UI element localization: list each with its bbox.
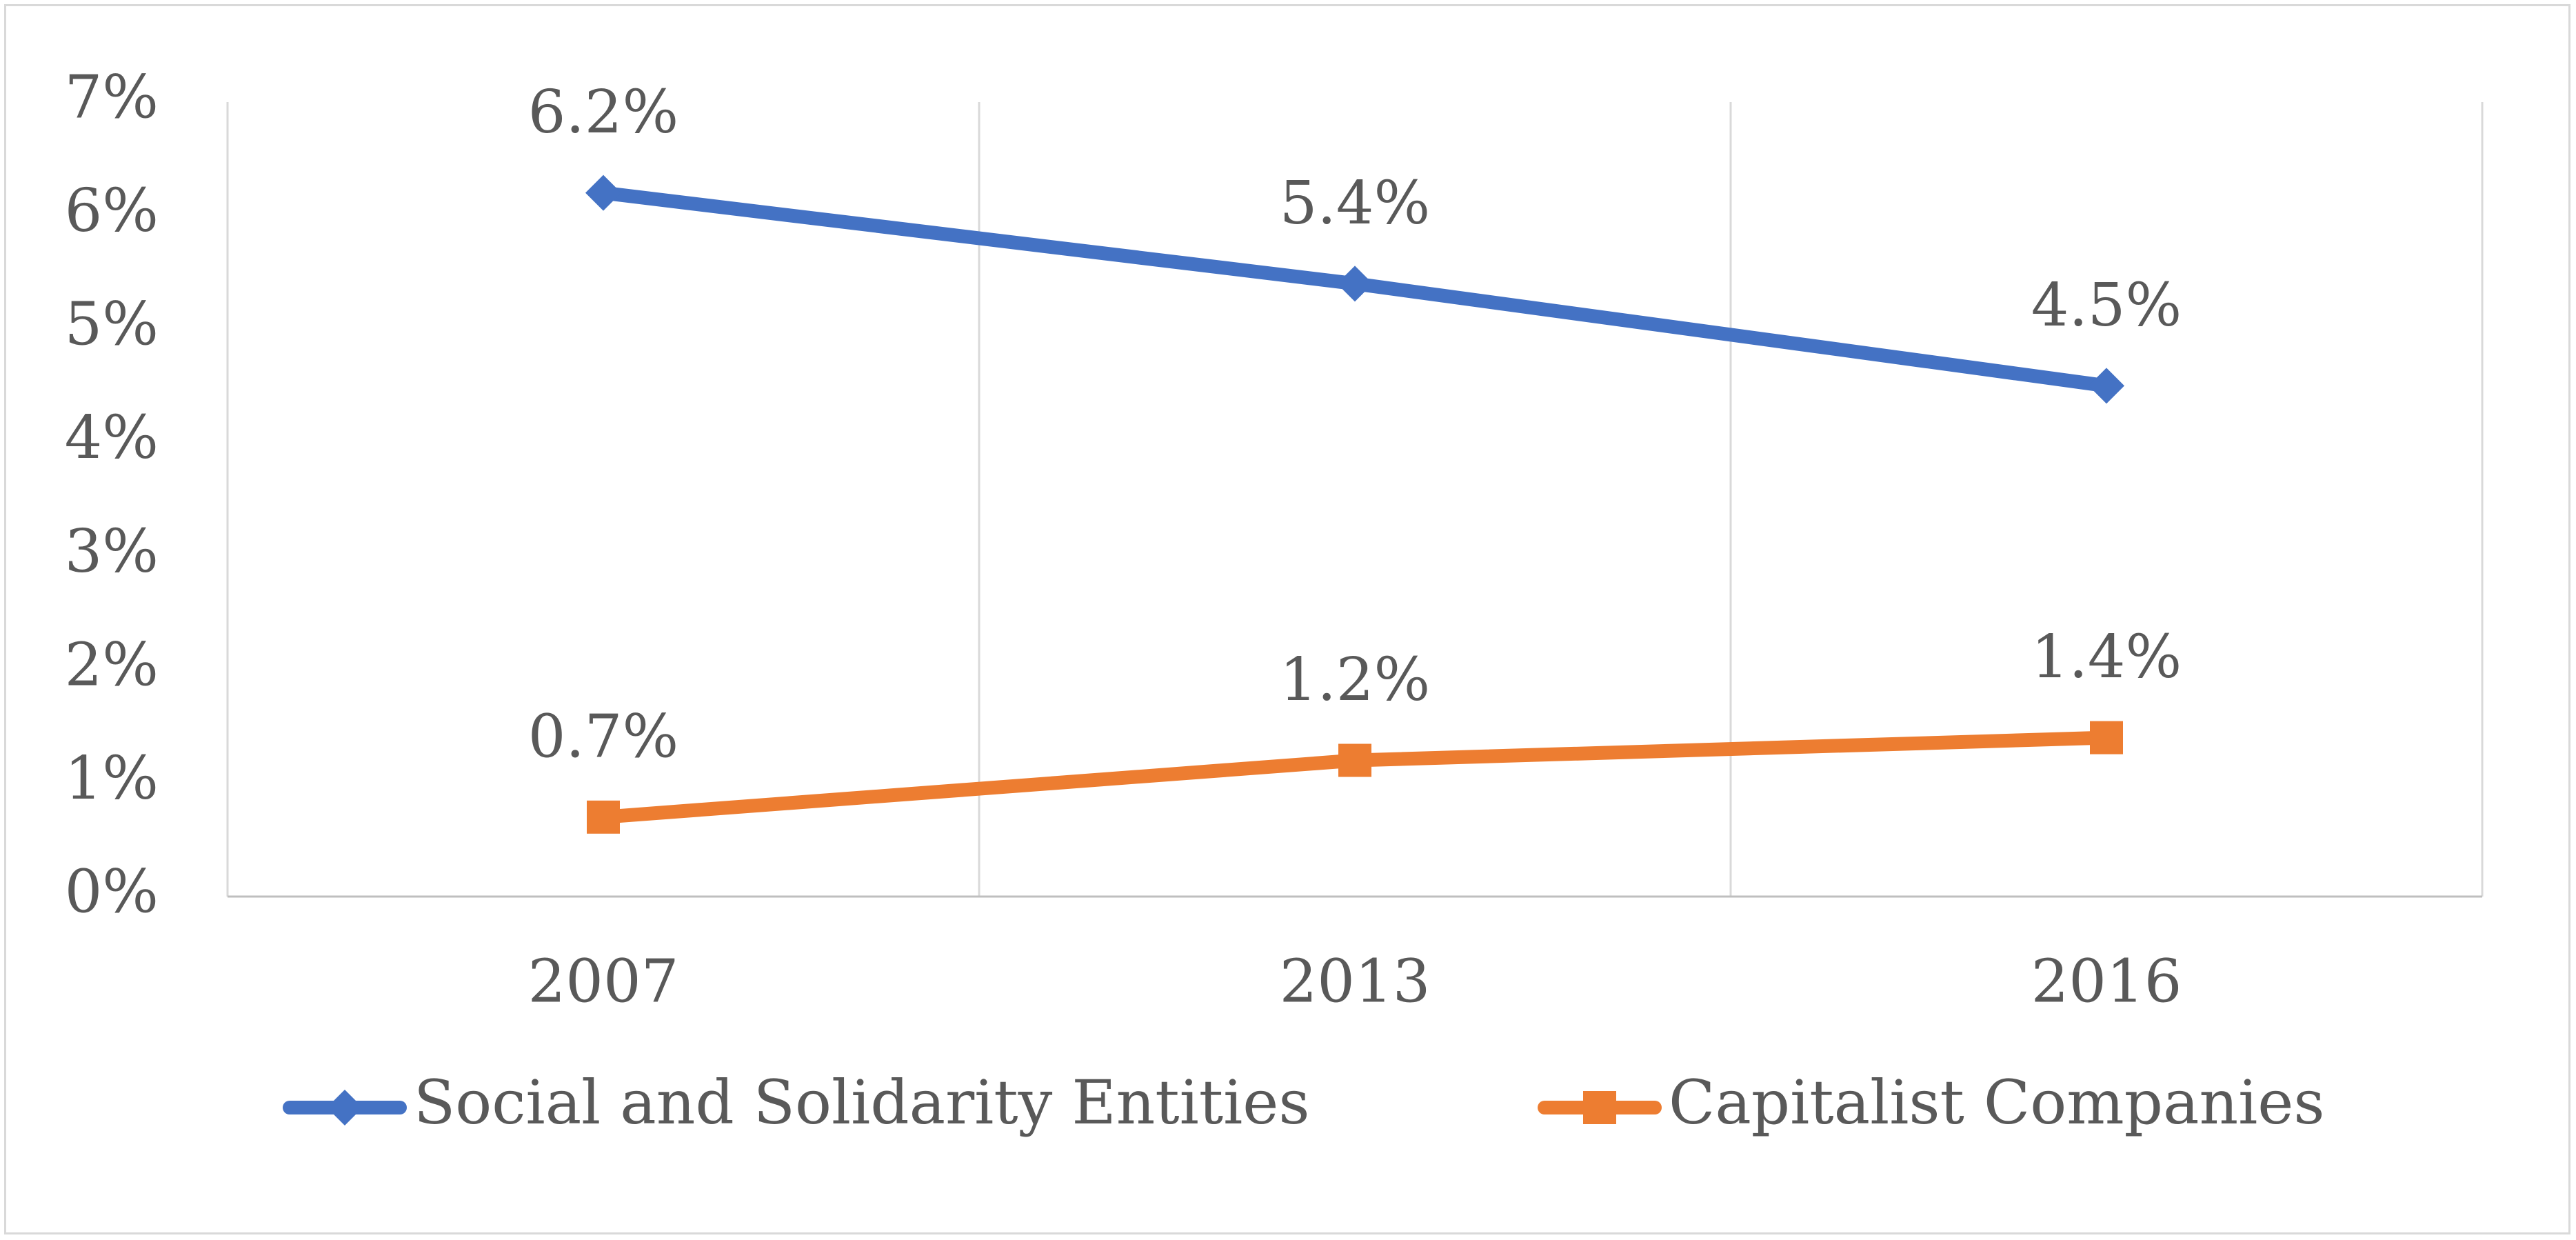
chart-frame <box>4 4 2570 1234</box>
legend: Social and Solidarity Entities Capitalist… <box>283 1067 2325 1138</box>
legend-marker <box>1583 1091 1616 1124</box>
x-tick-label: 2007 <box>528 948 679 1017</box>
data-point-marker <box>1338 743 1371 777</box>
data-point-marker <box>1337 266 1373 302</box>
y-tick-label: 1% <box>65 744 159 813</box>
label-layer: 6.2% 5.4% 4.5% 0.7% 1.2% 1.4% <box>528 78 2182 771</box>
data-label: 6.2% <box>528 78 679 147</box>
x-tick-label: 2016 <box>2031 948 2182 1017</box>
y-tick-label: 7% <box>65 63 159 132</box>
series-layer <box>585 174 2124 834</box>
legend-label: Social and Solidarity Entities <box>414 1067 1310 1138</box>
axis-layer: 0% 1% 2% 3% 4% 5% 6% 7% 2007 2013 2016 <box>65 63 2482 1017</box>
legend-item: Capitalist Companies <box>1538 1067 2325 1138</box>
legend-item: Social and Solidarity Entities <box>283 1067 1310 1138</box>
y-tick-label: 2% <box>65 630 159 699</box>
legend-label: Capitalist Companies <box>1669 1067 2325 1138</box>
data-label: 4.5% <box>2031 271 2182 340</box>
data-point-marker <box>587 800 620 834</box>
data-label: 5.4% <box>1280 169 1431 238</box>
data-label: 1.4% <box>2031 623 2182 692</box>
y-tick-label: 6% <box>65 177 159 246</box>
y-tick-label: 5% <box>65 290 159 359</box>
data-label: 1.2% <box>1280 646 1431 714</box>
data-point-marker <box>2089 368 2124 404</box>
data-point-marker <box>585 174 621 211</box>
x-tick-label: 2013 <box>1280 948 1431 1017</box>
y-tick-label: 4% <box>65 403 159 472</box>
y-tick-label: 3% <box>65 517 159 586</box>
data-point-marker <box>2090 721 2123 754</box>
data-label: 0.7% <box>528 702 679 771</box>
legend-marker <box>327 1090 363 1126</box>
y-tick-label: 0% <box>65 858 159 927</box>
